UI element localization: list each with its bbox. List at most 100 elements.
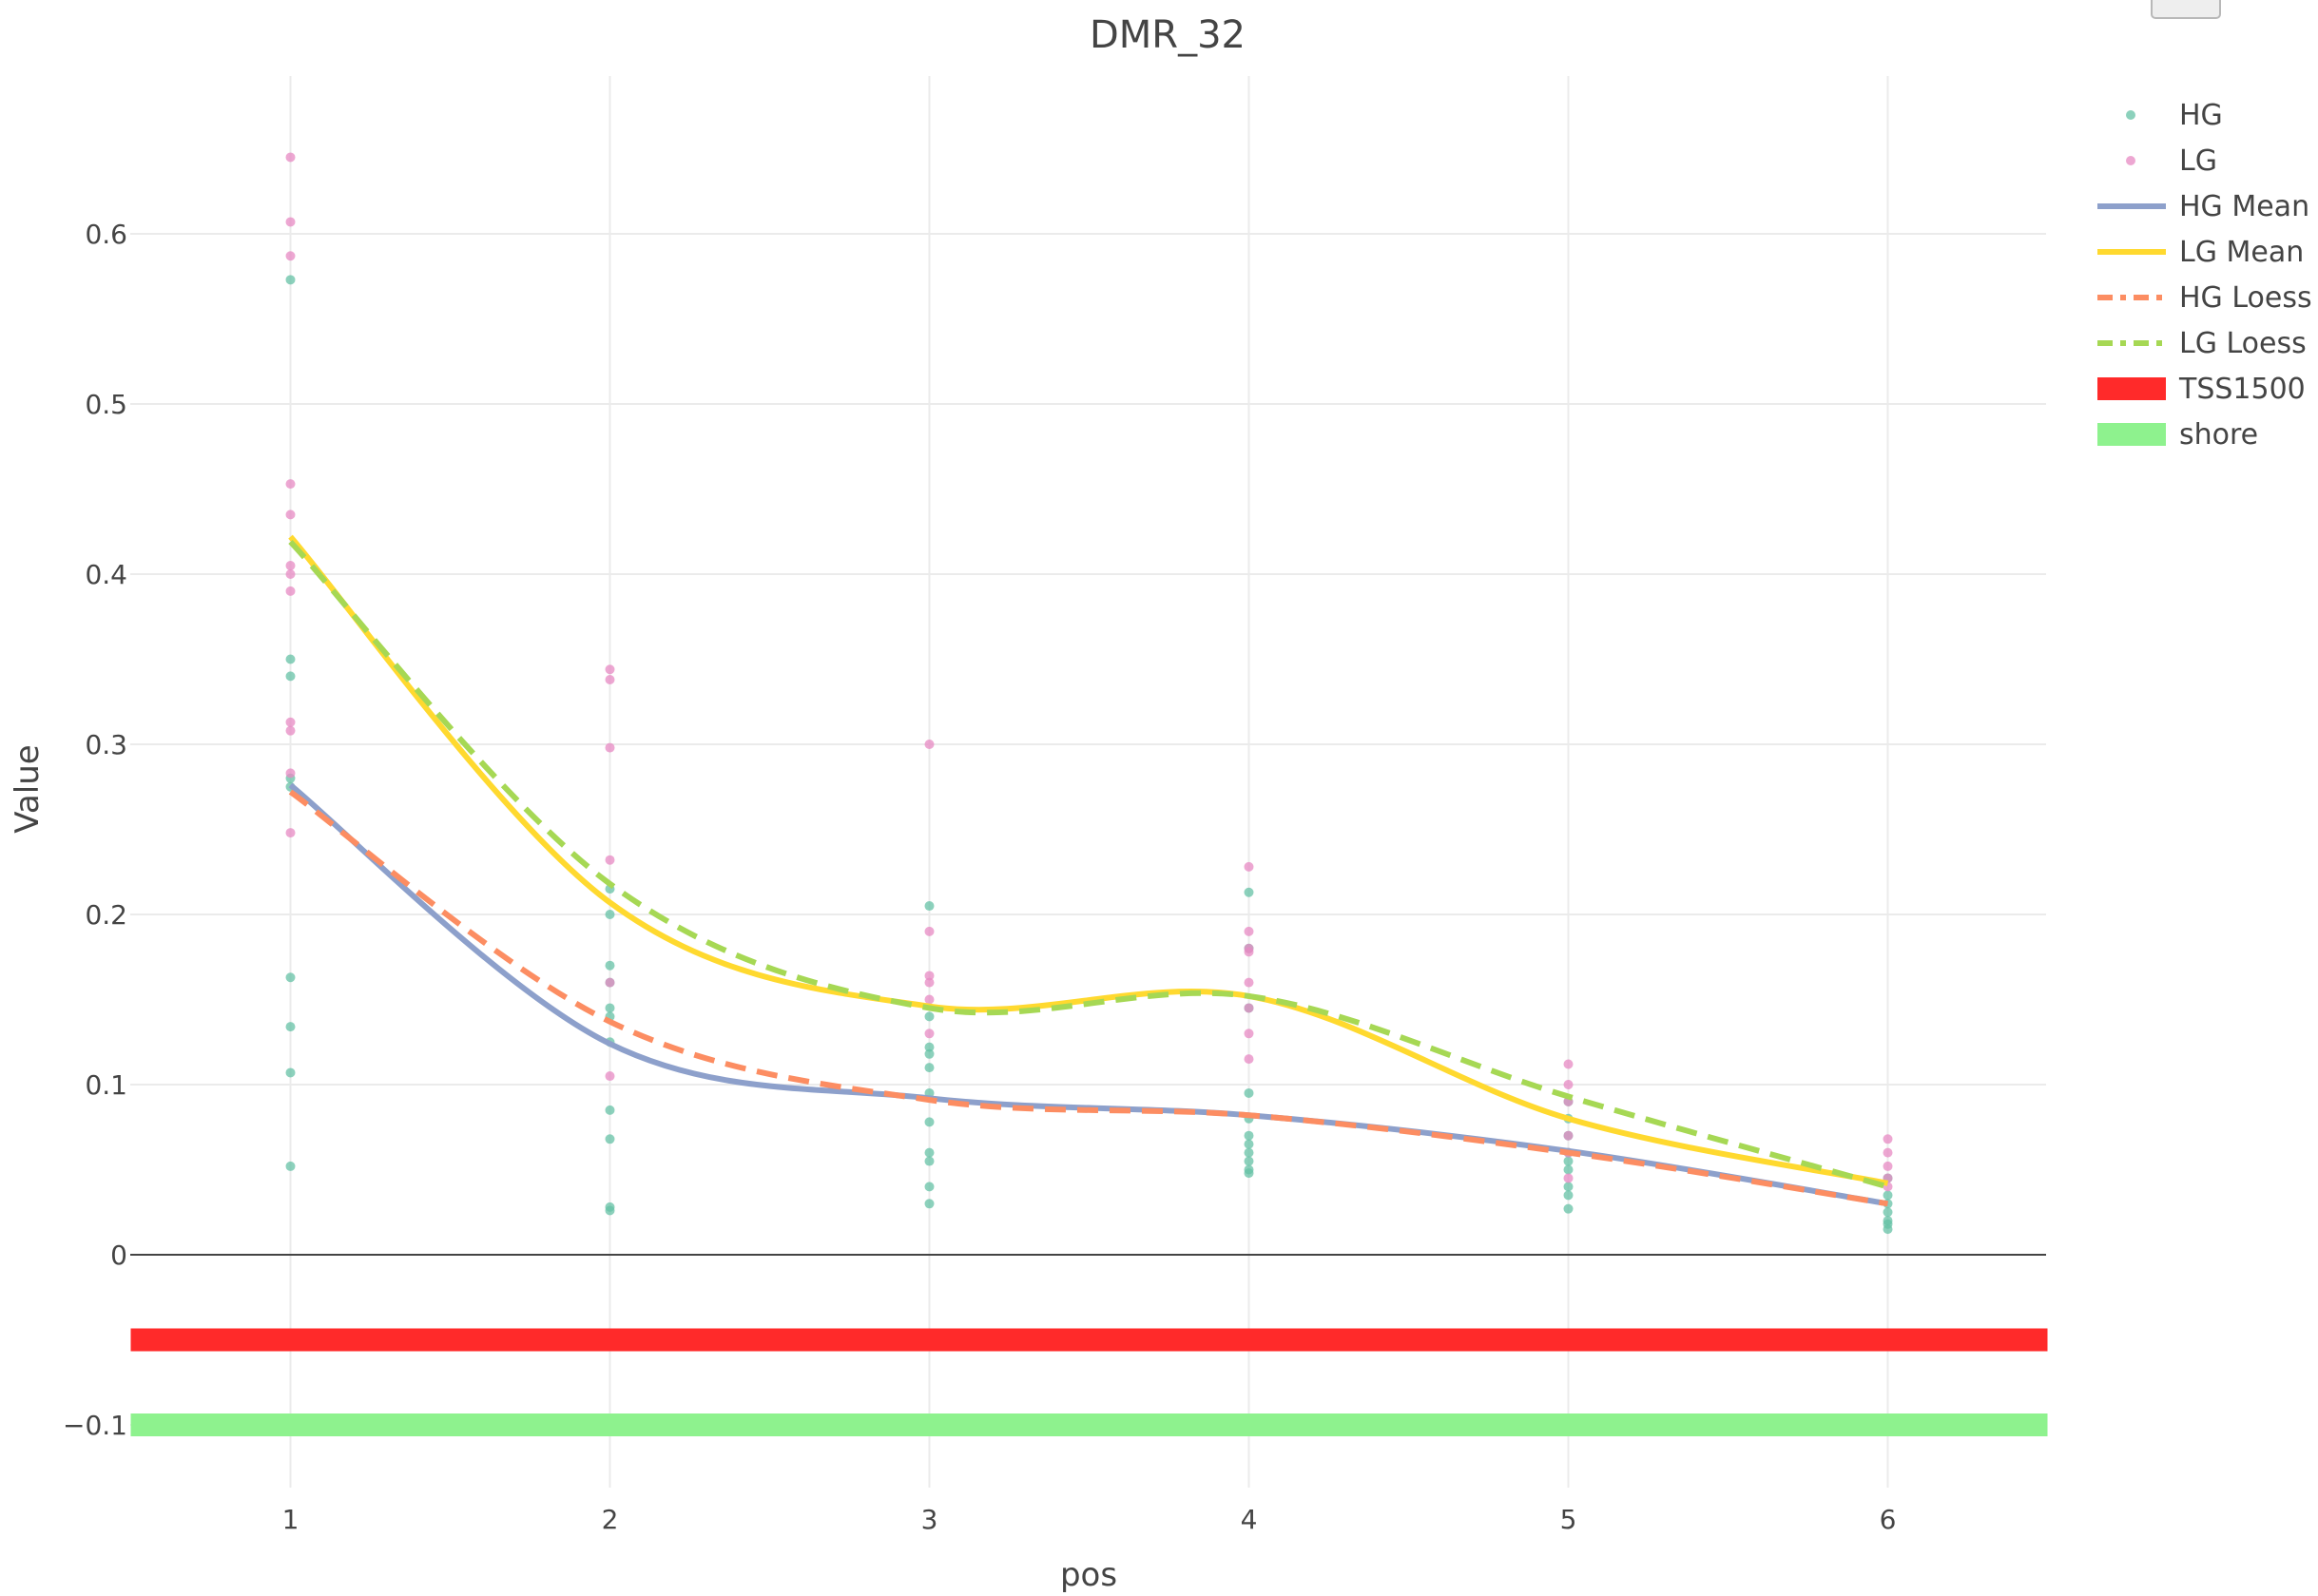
legend-marker [2126,110,2135,120]
legend-label: LG Loess [2179,327,2307,360]
scatter-point-hg [1563,1164,1574,1175]
band-shore [130,1413,2048,1436]
x-tick-label: 6 [1880,1504,1897,1535]
series-lines [288,534,1889,1207]
legend-item-tss1500[interactable]: TSS1500 [2097,373,2306,406]
x-tick-label: 2 [602,1504,619,1535]
scatter-point-hg [924,1147,935,1158]
category-bands [130,1328,2048,1436]
scatter-point-hg [605,1205,615,1216]
legend-label: LG [2179,144,2217,178]
legend-item-shore[interactable]: shore [2097,418,2258,452]
modebar-button[interactable] [2151,0,2221,19]
scatter-point-hg [285,1161,296,1171]
scatter-point-lg [285,152,296,163]
scatter-point-hg [1883,1207,1893,1218]
legend-item-hg-mean[interactable]: HG Mean [2097,190,2309,223]
scatter-point-lg [1563,1080,1574,1089]
scatter-point-lg [285,586,296,596]
scatter-point-lg [285,479,296,490]
scatter-point-lg [1563,1059,1574,1069]
legend-marker [2097,377,2166,400]
scatter-point-hg [924,1117,935,1127]
legend[interactable]: HG LG HG Mean LG Mean HG Loess LG Loess TSS150… [2097,99,2312,452]
scatter-point-hg [285,972,296,983]
scatter-point-lg [285,217,296,227]
scatter-point-hg [1244,1087,1254,1098]
grid-lines [130,76,2046,1488]
y-tick-label: 0.3 [85,729,127,760]
scatter-point-lg [605,664,615,675]
scatter-point-lg [1883,1147,1893,1158]
scatter-point-lg [924,994,935,1005]
scatter-point-hg [924,1011,935,1022]
scatter-point-hg [1244,1130,1254,1141]
scatter-point-lg [285,569,296,579]
scatter-point-hg [1244,1147,1254,1158]
scatter-point-hg [1883,1190,1893,1201]
y-tick-label: −0.1 [63,1410,127,1441]
scatter-point-lg [605,742,615,753]
scatter-point-lg [924,1029,935,1039]
scatter-point-hg [1563,1203,1574,1214]
chart-title: DMR_32 [1090,13,1246,57]
scatter-point-lg [605,855,615,865]
scatter-point-hg [924,1156,935,1166]
scatter-point-hg [1244,1139,1254,1149]
y-tick-label: 0.5 [85,389,127,420]
scatter-point-hg [924,1042,935,1052]
scatter-point-lg [1244,1054,1254,1065]
scatter-point-lg [1883,1161,1893,1171]
legend-item-lg[interactable]: LG [2126,144,2217,178]
scatter-point-hg [605,960,615,971]
scatter-point-lg [285,251,296,261]
scatter-point-lg [285,717,296,727]
scatter-point-lg [605,977,615,988]
legend-item-hg-loess[interactable]: HG Loess [2097,281,2312,315]
y-tick-label: 0 [110,1240,127,1271]
scatter-point-hg [605,1003,615,1013]
legend-label: shore [2179,418,2258,452]
scatter-point-lg [1244,861,1254,872]
scatter-point-hg [924,1048,935,1059]
scatter-point-lg [1244,947,1254,957]
scatter-point-lg [285,725,296,736]
legend-item-lg-loess[interactable]: LG Loess [2097,327,2307,360]
scatter-point-hg [1563,1190,1574,1201]
scatter-point-lg [285,561,296,571]
legend-marker [2126,156,2135,165]
scatter-point-hg [285,654,296,664]
scatter-point-hg [1883,1224,1893,1235]
y-axis-label: Value [9,744,47,833]
x-axis-label: pos [1060,1556,1117,1594]
scatter-point-lg [1244,1029,1254,1039]
y-tick-label: 0.1 [85,1069,127,1101]
scatter-point-hg [1563,1156,1574,1166]
scatter-point-hg [924,901,935,912]
scatter-point-lg [1244,1003,1254,1013]
x-tick-labels: 1 2 3 4 5 6 [282,1504,1897,1535]
scatter-point-hg [285,275,296,285]
x-tick-label: 1 [282,1504,299,1535]
band-tss1500 [130,1328,2048,1352]
scatter-point-hg [924,1182,935,1192]
scatter-point-lg [285,768,296,779]
scatter-point-hg [1244,887,1254,897]
y-tick-label: 0.4 [85,559,127,590]
legend-label: TSS1500 [2178,373,2306,406]
scatter-point-lg [1244,977,1254,988]
scatter-point-lg [605,1071,615,1082]
scatter-points [285,152,1893,1235]
line-lg-loess [288,539,1889,1190]
legend-label: HG Mean [2179,190,2309,223]
scatter-point-hg [1244,1156,1254,1166]
legend-item-hg[interactable]: HG [2126,99,2223,132]
y-tick-label: 0.6 [85,219,127,250]
legend-item-lg-mean[interactable]: LG Mean [2097,236,2304,269]
legend-label: LG Mean [2179,236,2304,269]
scatter-point-hg [924,1063,935,1073]
scatter-point-hg [285,1022,296,1032]
scatter-point-lg [605,674,615,684]
scatter-point-hg [1244,1168,1254,1179]
